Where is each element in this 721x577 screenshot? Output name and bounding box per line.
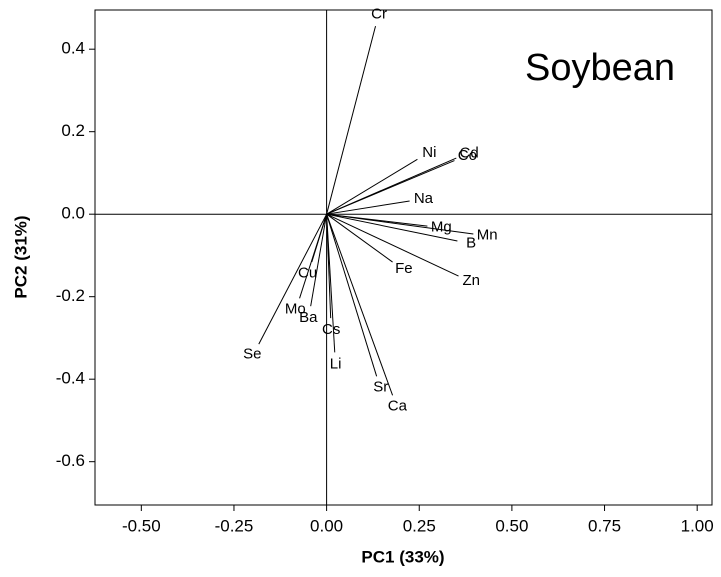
vector-label: Na [414,190,434,207]
x-tick-label: 0.75 [588,516,621,535]
x-tick-label: 0.00 [310,516,343,535]
loading-vector [326,160,455,215]
y-tick-label: 0.0 [61,204,85,223]
loading-vector [326,214,394,396]
x-tick-label: 0.25 [403,516,436,535]
vector-label: Mg [431,219,452,236]
y-tick-label: -0.4 [56,369,85,388]
vector-label: Cs [322,321,340,338]
y-tick-label: -0.2 [56,286,85,305]
vector-label: Cr [371,5,387,22]
x-tick-label: 1.00 [681,516,714,535]
vector-label: Mo [285,301,306,318]
x-tick-label: -0.50 [122,516,161,535]
loading-vector [310,214,328,307]
vector-label: Ca [388,398,408,415]
x-tick-label: 0.50 [495,516,528,535]
vector-label: Ba [299,309,318,326]
x-axis-label: PC1 (33%) [361,547,444,566]
loading-vector [258,213,328,345]
loading-vector [326,213,474,235]
y-tick-label: 0.2 [61,121,85,140]
loading-vector [326,25,377,215]
vector-label: B [466,234,476,251]
vector-label: Zn [462,272,480,289]
vector-label: Mn [477,227,498,244]
vector-label: Sr [373,379,388,396]
x-tick-label: -0.25 [215,516,254,535]
y-tick-label: -0.6 [56,451,85,470]
loading-vector [326,213,393,263]
loading-vector [326,214,378,377]
chart-annotation: Soybean [525,47,675,89]
vector-label: Se [243,346,261,363]
loading-vector [326,214,336,353]
y-axis-label: PC2 (31%) [11,215,30,298]
vector-label: Cd [460,144,479,161]
plot-frame [94,9,713,506]
loading-vector [326,213,458,242]
y-tick-label: 0.4 [61,39,85,58]
loading-vector [299,214,328,299]
loading-vector [326,158,418,215]
vector-label: Li [330,355,342,372]
vector-label: Fe [395,260,413,277]
loading-vector [326,213,459,277]
loading-vector [326,200,410,215]
vector-label: Co [458,147,477,164]
vector-label: Ni [422,144,436,161]
